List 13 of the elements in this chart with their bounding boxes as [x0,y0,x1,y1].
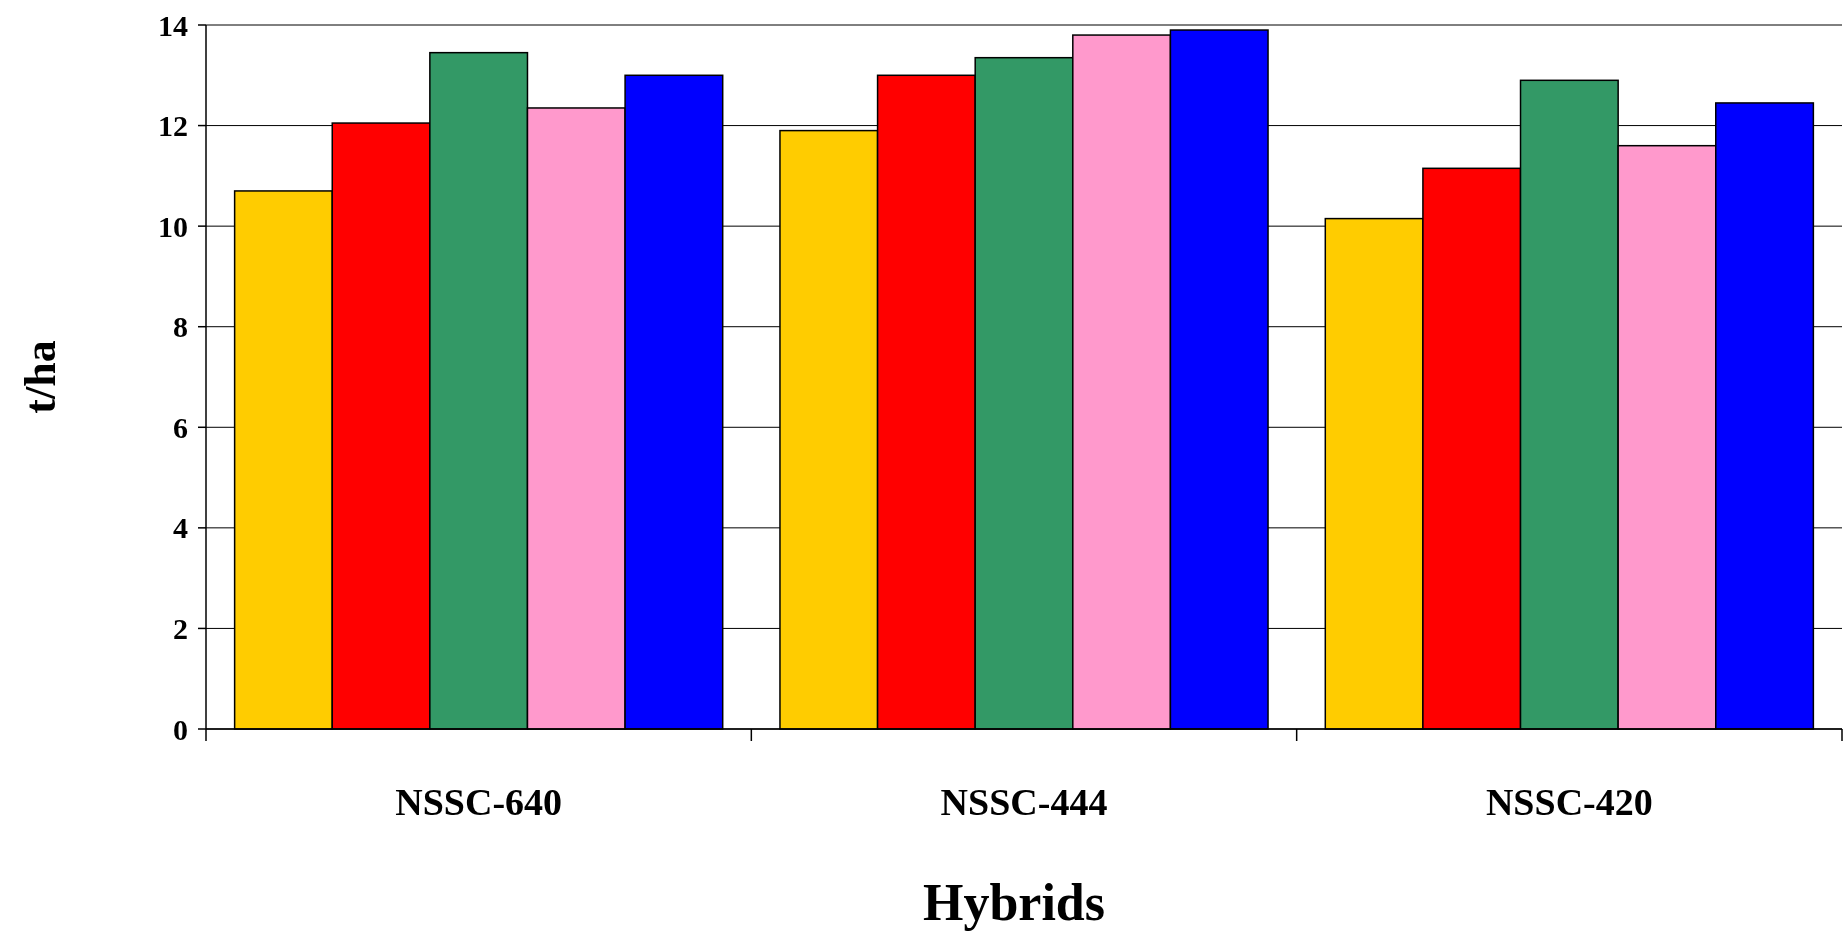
x-tick-label: NSSC-444 [940,781,1108,823]
x-tick-label: NSSC-420 [1485,781,1653,823]
y-axis-title: t/ha [16,340,65,414]
x-axis-title: Hybrids [922,874,1106,931]
y-tick-label: 14 [158,8,188,42]
y-tick-label: 0 [173,712,188,746]
y-tick-label: 8 [173,310,188,344]
y-tick-label: 2 [173,611,188,645]
y-tick-label: 4 [173,511,188,545]
x-tick-label: NSSC-640 [395,781,563,823]
y-tick-label: 10 [158,209,188,243]
y-tick-label: 6 [173,410,188,444]
y-tick-label: 12 [158,109,188,143]
